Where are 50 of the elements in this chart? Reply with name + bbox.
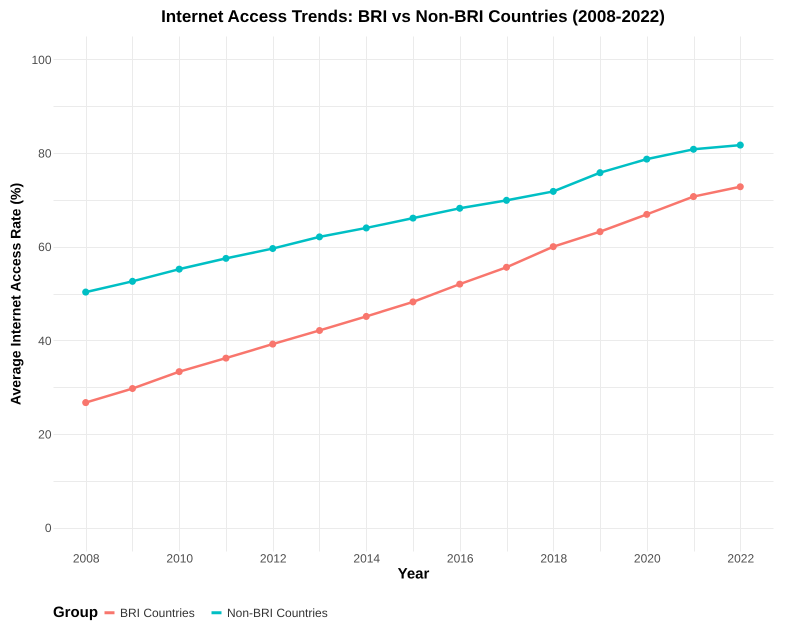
x-tick-label: 2016 <box>446 552 474 566</box>
point <box>502 264 510 271</box>
x-tick-label: 2014 <box>353 552 380 566</box>
y-tick-label: 0 <box>44 521 52 536</box>
point <box>176 266 183 273</box>
point <box>690 193 698 200</box>
legend-title: Group <box>53 604 98 621</box>
x-tick-label: 2010 <box>166 552 194 566</box>
point <box>456 280 464 288</box>
x-tick-label: 2018 <box>540 552 568 566</box>
point <box>176 368 183 376</box>
point <box>316 233 324 240</box>
chart-title: Internet Access Trends: BRI vs Non-BRI Countries (2008-2022) <box>161 7 665 26</box>
y-tick-label: 20 <box>38 427 52 442</box>
point <box>690 146 698 153</box>
point <box>643 156 650 163</box>
point <box>550 243 557 250</box>
point <box>736 183 744 190</box>
x-tick-label: 2012 <box>260 552 287 566</box>
y-tick-label: 80 <box>38 146 52 161</box>
point <box>502 196 510 204</box>
x-axis-title: Year <box>398 566 430 582</box>
point <box>128 278 136 285</box>
legend-label: Non-BRI Countries <box>227 606 328 620</box>
point <box>596 169 604 176</box>
y-axis-title: Average Internet Access Rate (%) <box>7 182 24 406</box>
point <box>596 228 604 236</box>
y-tick-label: 60 <box>38 240 52 254</box>
point <box>222 254 230 262</box>
point <box>409 214 417 222</box>
point <box>362 224 370 232</box>
y-tick-label: 40 <box>38 334 52 348</box>
point <box>550 188 557 195</box>
point <box>222 354 230 362</box>
point <box>316 326 324 334</box>
point <box>82 288 90 296</box>
x-tick-label: 2020 <box>634 552 661 566</box>
x-tick-label: 2008 <box>72 552 100 566</box>
point <box>269 340 276 348</box>
point <box>409 298 417 306</box>
point <box>269 245 276 252</box>
point <box>82 399 90 406</box>
y-tick-label: 100 <box>31 52 52 67</box>
legend-label: BRI Countries <box>120 606 195 620</box>
x-tick-label: 2022 <box>727 552 754 566</box>
point <box>362 312 370 320</box>
point <box>128 385 136 392</box>
point <box>456 204 464 212</box>
point <box>643 210 650 218</box>
point <box>736 142 744 149</box>
